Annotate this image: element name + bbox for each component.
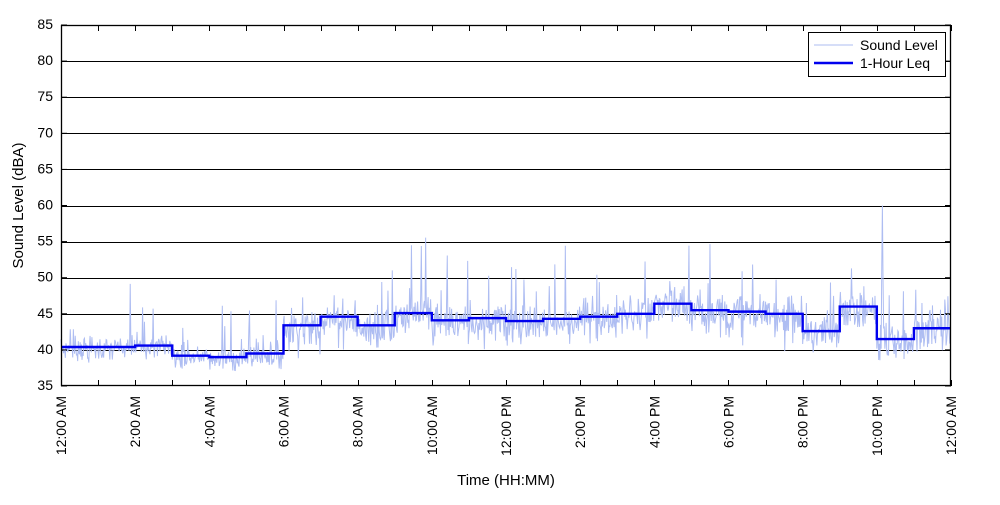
svg-text:8:00 AM: 8:00 AM: [350, 396, 366, 447]
svg-text:2:00 PM: 2:00 PM: [572, 396, 588, 448]
svg-text:4:00 PM: 4:00 PM: [646, 396, 662, 448]
svg-text:70: 70: [37, 124, 53, 140]
svg-text:1-Hour Leq: 1-Hour Leq: [860, 55, 930, 71]
svg-text:8:00 PM: 8:00 PM: [795, 396, 811, 448]
svg-text:12:00 AM: 12:00 AM: [943, 396, 959, 455]
svg-text:80: 80: [37, 52, 53, 68]
svg-text:35: 35: [37, 377, 53, 393]
svg-text:6:00 PM: 6:00 PM: [721, 396, 737, 448]
svg-text:10:00 AM: 10:00 AM: [424, 396, 440, 455]
svg-text:55: 55: [37, 233, 53, 249]
svg-text:10:00 PM: 10:00 PM: [869, 396, 885, 456]
svg-text:75: 75: [37, 88, 53, 104]
svg-text:Time (HH:MM): Time (HH:MM): [457, 472, 555, 489]
svg-text:85: 85: [37, 16, 53, 32]
svg-text:6:00 AM: 6:00 AM: [276, 396, 292, 447]
svg-text:45: 45: [37, 305, 53, 321]
svg-text:4:00 AM: 4:00 AM: [201, 396, 217, 447]
svg-text:2:00 AM: 2:00 AM: [127, 396, 143, 447]
svg-text:Sound Level (dBA): Sound Level (dBA): [10, 143, 27, 269]
svg-text:60: 60: [37, 197, 53, 213]
svg-text:40: 40: [37, 341, 53, 357]
svg-text:Sound Level: Sound Level: [860, 37, 938, 53]
svg-text:12:00 PM: 12:00 PM: [498, 396, 514, 456]
svg-text:50: 50: [37, 269, 53, 285]
svg-text:12:00 AM: 12:00 AM: [53, 396, 69, 455]
svg-text:65: 65: [37, 160, 53, 176]
